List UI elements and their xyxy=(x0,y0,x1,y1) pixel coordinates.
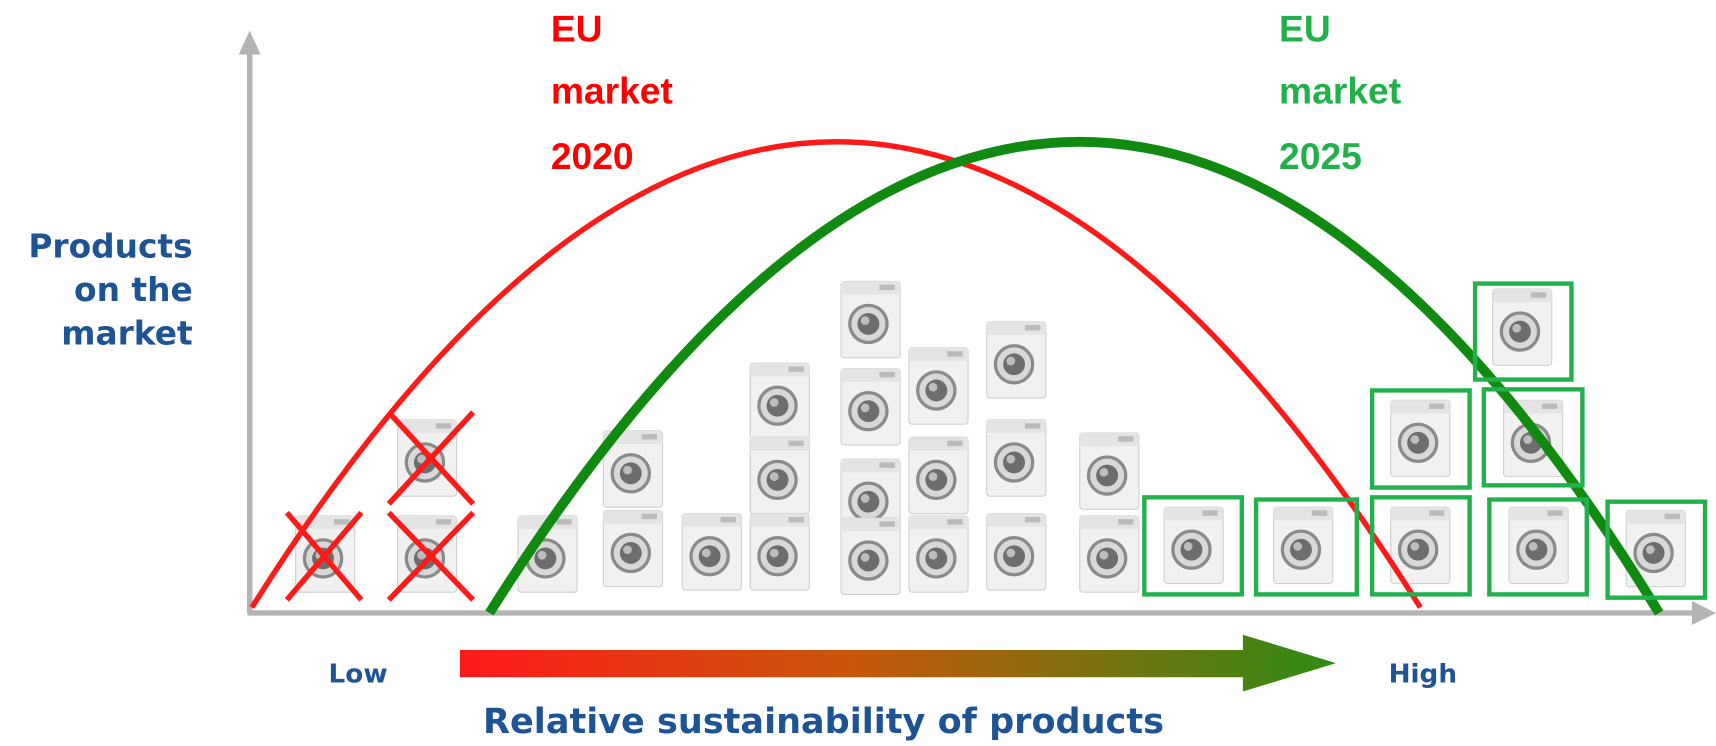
sustainability-arrow xyxy=(460,635,1336,692)
market-2025-label: market xyxy=(1279,70,1401,112)
market-2020-label: market xyxy=(551,70,673,112)
x-axis-title: Relative sustainability of products xyxy=(483,702,1164,742)
diagram: Products on the market EU market 2020 EU… xyxy=(0,0,1716,746)
market-2025-label: EU xyxy=(1279,8,1331,50)
market-2020-label: EU xyxy=(551,8,603,50)
page: Products on the market EU market 2020 EU… xyxy=(0,0,1716,746)
y-axis-label: on the xyxy=(74,271,193,309)
market-2020-label: 2020 xyxy=(551,135,634,177)
market-2025-label: 2025 xyxy=(1279,135,1362,177)
y-axis-label: market xyxy=(61,315,192,353)
high-label: High xyxy=(1389,660,1458,690)
y-axis-label: Products xyxy=(28,227,192,265)
low-label: Low xyxy=(329,660,388,690)
